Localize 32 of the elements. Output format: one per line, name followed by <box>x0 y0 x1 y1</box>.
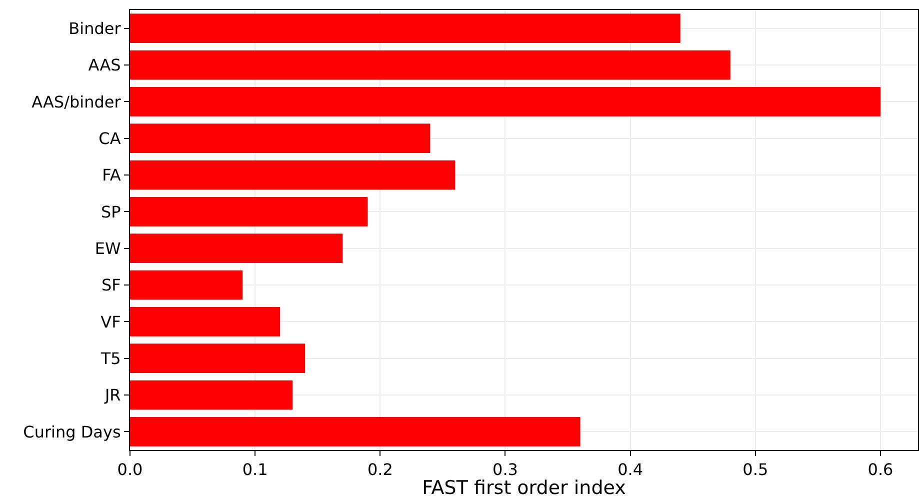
bar <box>130 380 293 410</box>
x-tick-label: 0.5 <box>742 460 768 480</box>
bar <box>130 197 368 226</box>
bar <box>130 344 306 373</box>
x-tick-label: 0.3 <box>492 460 518 480</box>
y-tick-label: Curing Days <box>23 422 121 442</box>
y-tick-label: VF <box>100 312 121 332</box>
y-tick-label: CA <box>98 128 121 148</box>
x-tick-label: 0.4 <box>618 460 644 480</box>
x-tick-label: 0.1 <box>242 460 268 480</box>
y-tick-label: SP <box>100 202 122 222</box>
y-tick-label: FA <box>102 166 121 185</box>
x-tick-label: 0.0 <box>117 460 143 480</box>
y-tick-label: JR <box>104 386 121 405</box>
bar <box>130 87 880 116</box>
y-tick-label: AAS <box>88 56 121 75</box>
x-axis-title: FAST first order index <box>422 477 626 499</box>
bar <box>130 270 243 300</box>
bar <box>130 234 343 263</box>
bar <box>130 160 456 190</box>
y-tick-label: Binder <box>68 18 122 38</box>
y-tick-label: SF <box>101 276 121 295</box>
bar <box>130 124 430 153</box>
bar <box>130 307 280 336</box>
y-tick-label: AAS/binder <box>32 92 122 112</box>
x-tick-label: 0.2 <box>367 460 393 480</box>
y-tick-label: T5 <box>100 348 121 368</box>
y-tick-label: EW <box>94 238 121 258</box>
bar <box>130 417 580 446</box>
bar <box>130 50 730 80</box>
bar <box>130 14 680 43</box>
x-tick-label: 0.6 <box>868 460 894 480</box>
